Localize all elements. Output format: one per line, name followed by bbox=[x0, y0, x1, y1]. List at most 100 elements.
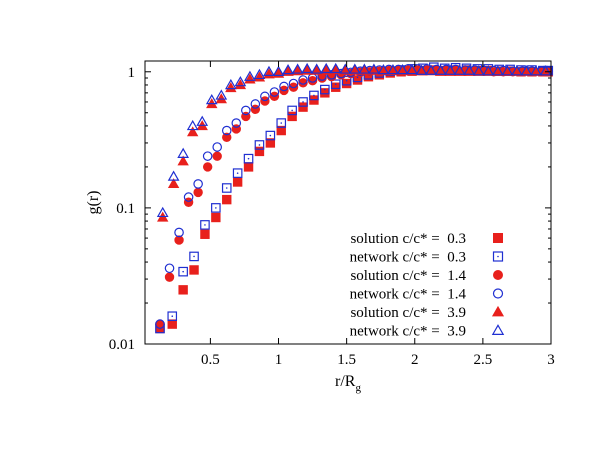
data-point bbox=[265, 130, 276, 141]
x-tick-label: 2.5 bbox=[474, 352, 493, 368]
data-point bbox=[193, 179, 203, 189]
marker-center-dot bbox=[247, 157, 250, 160]
data-point bbox=[341, 75, 352, 86]
marker-shape bbox=[211, 212, 221, 223]
x-tick-label: 1 bbox=[275, 352, 283, 368]
marker-shape bbox=[232, 168, 243, 178]
data-point bbox=[174, 227, 184, 238]
data-point bbox=[282, 63, 294, 75]
data-point bbox=[167, 319, 177, 329]
marker-center-dot bbox=[291, 109, 293, 112]
data-point bbox=[298, 75, 308, 85]
data-point bbox=[174, 235, 184, 245]
x-axis-title: r/Rg bbox=[335, 373, 361, 394]
marker-shape bbox=[167, 311, 178, 322]
data-point bbox=[288, 78, 299, 89]
legend-marker bbox=[492, 288, 504, 299]
marker-center-dot bbox=[225, 187, 228, 189]
data-point bbox=[279, 81, 289, 92]
data-point bbox=[253, 68, 266, 80]
data-point bbox=[221, 125, 232, 136]
data-point bbox=[202, 162, 213, 172]
data-point bbox=[167, 311, 178, 322]
marker-center-dot bbox=[334, 83, 337, 86]
data-point bbox=[317, 73, 327, 83]
data-point bbox=[511, 65, 523, 76]
marker-shape bbox=[298, 97, 308, 107]
x-axis-title-subscript: g bbox=[355, 382, 361, 394]
data-point bbox=[193, 187, 203, 198]
data-point bbox=[205, 93, 218, 105]
marker-shape bbox=[178, 266, 188, 277]
data-point bbox=[358, 63, 371, 74]
legend-marker bbox=[491, 305, 505, 317]
marker-shape bbox=[254, 140, 265, 150]
data-point bbox=[243, 153, 254, 164]
data-point bbox=[215, 89, 228, 100]
marker-shape bbox=[287, 111, 297, 122]
data-point bbox=[189, 251, 199, 262]
data-point bbox=[234, 79, 247, 90]
legend: solution c/c* = 0.3 network c/c* = 0.3 sol… bbox=[350, 231, 505, 340]
data-point bbox=[232, 168, 243, 178]
data-point bbox=[244, 70, 256, 81]
legend-label: solution c/c* = 0.3 bbox=[350, 231, 466, 247]
data-point bbox=[348, 63, 361, 74]
legend-marker bbox=[493, 233, 503, 243]
marker-center-dot bbox=[313, 94, 315, 97]
data-point bbox=[241, 105, 251, 116]
axis-ticks: 0.5 1 1.5 2 2.5 3 0.01 0.1 1 bbox=[109, 61, 555, 368]
marker-shape bbox=[492, 251, 504, 262]
data-point bbox=[225, 82, 237, 93]
data-point bbox=[231, 118, 242, 128]
marker-shape bbox=[287, 105, 297, 116]
data-point bbox=[276, 125, 286, 136]
marker-center-dot bbox=[345, 79, 348, 82]
marker-shape bbox=[276, 118, 287, 128]
x-tick-label: 1.5 bbox=[337, 352, 356, 368]
data-point bbox=[186, 126, 199, 137]
y-axis-title: g(r) bbox=[85, 191, 102, 215]
data-point bbox=[310, 63, 323, 74]
data-point bbox=[222, 194, 232, 205]
data-point bbox=[272, 65, 285, 76]
marker-shape bbox=[493, 233, 503, 243]
data-point bbox=[224, 78, 237, 90]
legend-marker bbox=[492, 251, 504, 262]
marker-shape bbox=[276, 125, 286, 136]
marker-center-dot bbox=[258, 144, 261, 146]
data-point bbox=[211, 212, 221, 223]
data-point bbox=[212, 142, 223, 152]
marker-shape bbox=[189, 265, 199, 275]
data-point bbox=[260, 91, 270, 102]
data-point bbox=[269, 87, 280, 97]
data-point bbox=[309, 90, 319, 101]
marker-shape bbox=[265, 138, 276, 148]
data-point bbox=[298, 102, 308, 112]
data-point bbox=[339, 63, 352, 74]
data-point bbox=[444, 64, 457, 75]
legend-label: solution c/c* = 1.4 bbox=[350, 268, 466, 284]
marker-shape bbox=[200, 220, 210, 230]
data-point bbox=[167, 170, 180, 181]
data-point bbox=[368, 63, 380, 74]
data-point bbox=[177, 155, 189, 166]
marker-shape bbox=[167, 319, 177, 329]
data-point bbox=[177, 147, 190, 158]
data-point bbox=[530, 65, 542, 76]
marker-shape bbox=[178, 285, 188, 295]
data-point bbox=[425, 64, 437, 75]
data-point bbox=[434, 64, 447, 75]
legend-marker bbox=[493, 270, 503, 280]
data-point bbox=[164, 272, 175, 282]
marker-shape bbox=[211, 203, 221, 213]
data-point bbox=[250, 99, 261, 109]
data-point bbox=[189, 265, 199, 275]
data-point bbox=[301, 62, 313, 74]
data-point bbox=[298, 97, 308, 107]
marker-center-dot bbox=[182, 270, 184, 273]
data-point bbox=[222, 132, 232, 143]
marker-shape bbox=[330, 79, 341, 90]
data-point bbox=[200, 229, 210, 239]
